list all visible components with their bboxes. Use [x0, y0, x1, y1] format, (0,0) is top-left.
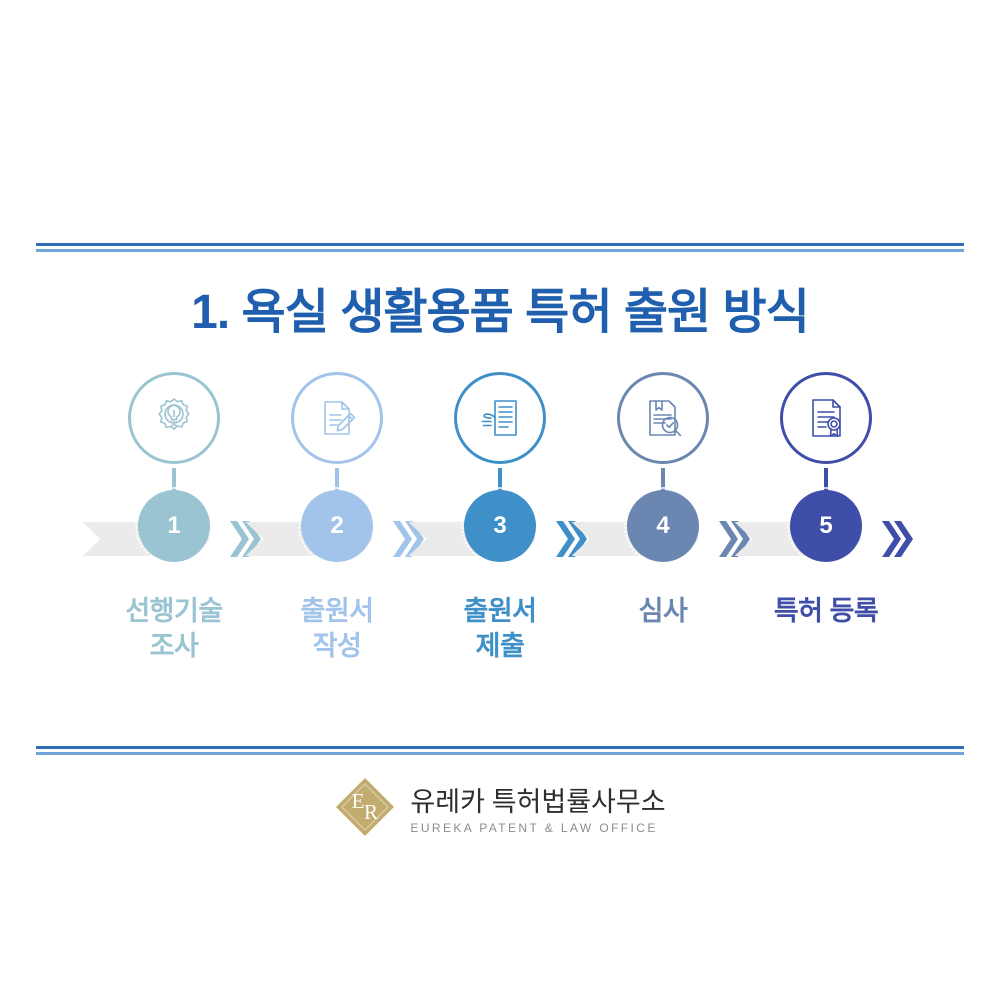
svg-text:R: R — [364, 800, 378, 824]
process-step-5[interactable]: 5 특허 등록 — [734, 372, 913, 692]
hand-document-icon-ring — [454, 372, 546, 464]
certificate-seal-icon-ring — [780, 372, 872, 464]
step-number-badge[interactable]: 4 — [624, 487, 702, 565]
step-label: 출원서 작성 — [300, 596, 374, 661]
step-label: 선행기술 조사 — [125, 596, 223, 661]
lightbulb-gear-icon-ring — [128, 372, 220, 464]
process-step-1[interactable]: 1 선행기술 조사 — [82, 372, 261, 692]
step-number-text: 3 — [493, 512, 507, 539]
chevron-arrow-icon — [717, 518, 751, 560]
process-step-3[interactable]: 3 출원서 제출 — [408, 372, 587, 692]
svg-text:E: E — [352, 789, 365, 813]
footer-logo: E R 유레카 특허법률사무소 EUREKA PATENT & LAW OFFI… — [0, 776, 1000, 838]
step-connector-line — [498, 468, 502, 494]
logo-name-english: EUREKA PATENT & LAW OFFICE — [410, 820, 658, 835]
chevron-arrow-icon — [228, 518, 262, 560]
step-connector-line — [172, 468, 176, 494]
step-connector-line — [661, 468, 665, 494]
step-connector-line — [335, 468, 339, 494]
divider-top-thin-line — [36, 249, 964, 252]
process-step-2[interactable]: 2 출원서 작성 — [245, 372, 424, 692]
certificate-seal-icon — [801, 393, 851, 443]
hand-document-icon — [475, 393, 525, 443]
step-number-badge[interactable]: 1 — [135, 487, 213, 565]
step-number-badge[interactable]: 3 — [461, 487, 539, 565]
document-pencil-icon-ring — [291, 372, 383, 464]
document-magnifier-check-icon — [638, 393, 688, 443]
page-title: 1. 욕실 생활용품 특허 출원 방식 — [191, 286, 810, 339]
step-number-badge[interactable]: 2 — [298, 487, 376, 565]
document-magnifier-check-icon-ring — [617, 372, 709, 464]
step-number-badge[interactable]: 5 — [787, 487, 865, 565]
step-number-text: 1 — [167, 512, 181, 539]
step-label: 특허 등록 — [773, 596, 879, 626]
divider-top — [36, 243, 964, 252]
lightbulb-gear-icon — [149, 393, 199, 443]
step-label: 출원서 제출 — [463, 596, 537, 661]
divider-bottom-gap — [36, 749, 964, 752]
logo-diamond-icon: E R — [334, 776, 396, 838]
chevron-arrow-icon — [391, 518, 425, 560]
logo-name-korean: 유레카 특허법률사무소 — [410, 786, 666, 817]
step-number-text: 2 — [330, 512, 344, 539]
divider-bottom-thick-line — [36, 746, 964, 749]
divider-top-thick-line — [36, 243, 964, 246]
process-steps: 1 선행기술 조사 2 출원서 작성 3 출원서 제출 4 심사 5 특허 등록 — [0, 372, 1000, 692]
divider-bottom-thin-line — [36, 752, 964, 755]
step-number-text: 4 — [656, 512, 670, 539]
step-connector-line — [824, 468, 828, 494]
divider-bottom — [36, 746, 964, 755]
chevron-arrow-icon — [880, 518, 914, 560]
document-pencil-icon — [312, 393, 362, 443]
process-step-4[interactable]: 4 심사 — [571, 372, 750, 692]
step-label: 심사 — [638, 596, 688, 626]
divider-top-gap — [36, 246, 964, 249]
step-number-text: 5 — [819, 512, 833, 539]
chevron-arrow-icon — [554, 518, 588, 560]
logo-text-block: 유레카 특허법률사무소 EUREKA PATENT & LAW OFFICE — [410, 780, 665, 835]
